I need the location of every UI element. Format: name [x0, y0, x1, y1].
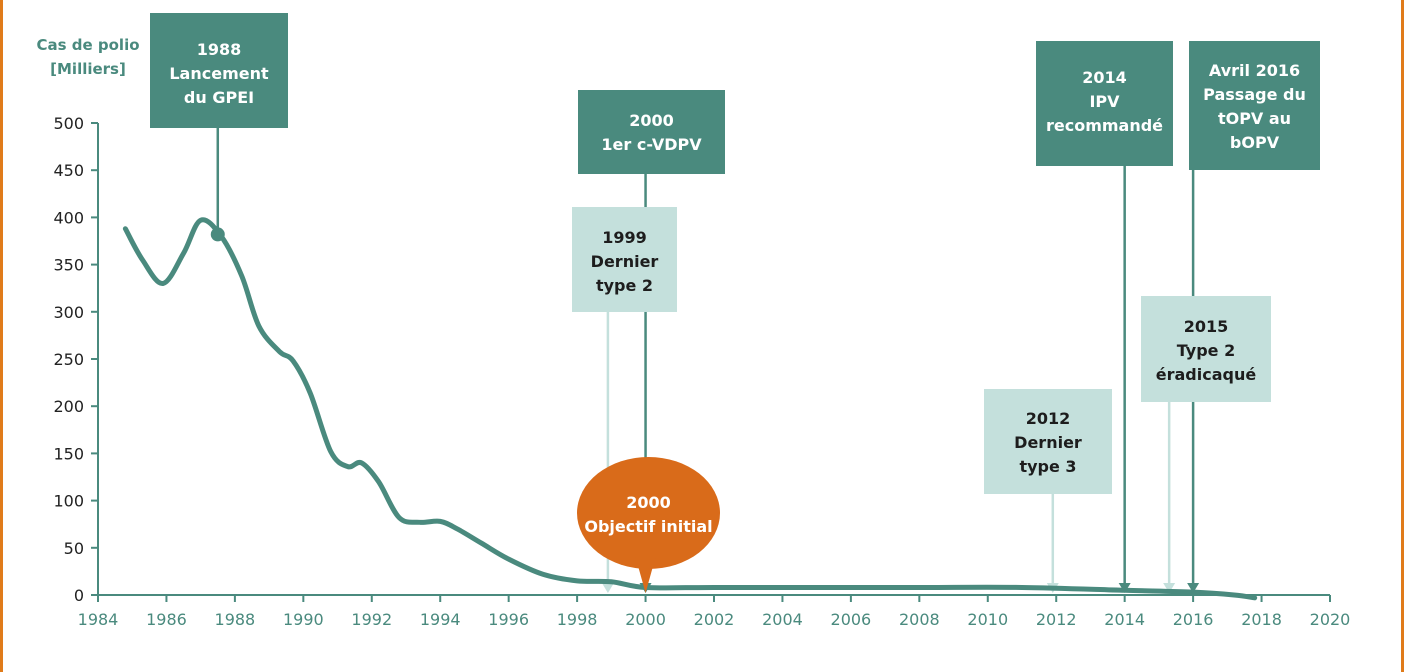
- annotation-rect: [150, 13, 288, 128]
- annotation-text-line: IPV: [1089, 92, 1120, 111]
- y-tick-label: 200: [53, 397, 84, 416]
- annotation-boxes: 1988 Lancement du GPEI 2000 1er c-VDPV 1999 De…: [150, 13, 1320, 593]
- annotation-text-line: éradicaqué: [1156, 365, 1257, 384]
- x-tick-label: 1986: [146, 610, 187, 629]
- x-tick-label: 2000: [625, 610, 666, 629]
- annotation-text-line: Dernier: [591, 252, 659, 271]
- annotation-box: 2000 1er c-VDPV: [578, 90, 725, 174]
- x-tick-label: 2010: [967, 610, 1008, 629]
- y-tick-label: 250: [53, 350, 84, 369]
- x-tick-label: 2016: [1173, 610, 1214, 629]
- axes: 0 50 100 150 200 250 300 350 400 450 500 1984 1986 19…: [53, 114, 1350, 629]
- annotation-pointer-arrow: [1163, 583, 1176, 593]
- annotation-box: Avril 2016 Passage du tOPV au bOPV: [1189, 41, 1320, 170]
- annotation-text-line: recommandé: [1046, 116, 1163, 135]
- annotation-text-line: Passage du: [1203, 85, 1306, 104]
- x-tick-label: 2012: [1036, 610, 1077, 629]
- y-tick-label: 400: [53, 208, 84, 227]
- x-tick-label: 2004: [762, 610, 803, 629]
- x-tick-label: 1996: [488, 610, 529, 629]
- y-axis-title-line1: Cas de polio: [36, 36, 139, 54]
- annotation-text-line: Avril 2016: [1209, 61, 1300, 80]
- annotation-text-line: type 3: [1019, 457, 1076, 476]
- annotation-rect: [578, 90, 725, 174]
- x-tick-label: 1984: [78, 610, 119, 629]
- annotation-pointer-arrow: [601, 583, 614, 593]
- annotation-text-line: 1er c-VDPV: [601, 135, 702, 154]
- x-tick-label: 1994: [420, 610, 461, 629]
- annotation-box: 1999 Dernier type 2: [572, 207, 677, 312]
- annotation-box: 1988 Lancement du GPEI: [150, 13, 288, 128]
- annotation-text-line: type 2: [596, 276, 653, 295]
- annotation-text-line: Objectif initial: [584, 517, 712, 536]
- x-tick-label: 1998: [557, 610, 598, 629]
- annotation-text-line: 2014: [1082, 68, 1127, 87]
- x-tick-label: 2006: [831, 610, 872, 629]
- annotation-text-line: du GPEI: [184, 88, 254, 107]
- annotation-text-line: 2012: [1026, 409, 1071, 428]
- annotation-rect: [1036, 41, 1173, 166]
- x-tick-label: 1992: [351, 610, 392, 629]
- y-tick-label: 500: [53, 114, 84, 133]
- y-tick-label: 50: [64, 539, 84, 558]
- annotation-rect: [572, 207, 677, 312]
- annotation-rect: [1141, 296, 1271, 402]
- x-tick-label: 2008: [899, 610, 940, 629]
- x-tick-label: 2018: [1241, 610, 1282, 629]
- annotation-box: 2015 Type 2 éradicaqué: [1141, 296, 1271, 402]
- annotation-ellipse: [577, 457, 720, 569]
- y-tick-label: 300: [53, 303, 84, 322]
- x-tick-label: 2002: [694, 610, 735, 629]
- y-axis-title-line2: [Milliers]: [50, 60, 126, 78]
- annotation-text-line: 2000: [626, 493, 671, 512]
- series-layer: [122, 217, 1258, 601]
- annotation-box: 2012 Dernier type 3: [984, 389, 1112, 494]
- annotation-pointer-arrow: [1187, 583, 1200, 593]
- launch-marker-point: [210, 227, 225, 242]
- annotation-text-line: Type 2: [1177, 341, 1235, 360]
- annotation-rect: [984, 389, 1112, 494]
- annotation-text-line: 1999: [602, 228, 647, 247]
- annotation-box: 2014 IPV recommandé: [1036, 41, 1173, 166]
- annotation-rect: [1189, 41, 1320, 170]
- annotation-text-line: Lancement: [169, 64, 269, 83]
- y-tick-label: 0: [74, 586, 84, 605]
- annotation-text-line: Dernier: [1014, 433, 1082, 452]
- y-tick-label: 100: [53, 492, 84, 511]
- y-tick-label: 350: [53, 256, 84, 275]
- annotation-box: 2000 Objectif initial: [577, 457, 720, 593]
- annotation-callout-tip: [635, 557, 656, 593]
- polio-cases-line: [122, 217, 1258, 601]
- y-tick-label: 450: [53, 161, 84, 180]
- x-tick-label: 2014: [1104, 610, 1145, 629]
- annotation-text-line: 2000: [629, 111, 674, 130]
- x-tick-label: 2020: [1310, 610, 1351, 629]
- annotation-text-line: bOPV: [1230, 133, 1280, 152]
- annotation-text-line: tOPV au: [1218, 109, 1291, 128]
- x-tick-label: 1988: [215, 610, 256, 629]
- y-tick-label: 150: [53, 444, 84, 463]
- annotation-text-line: 2015: [1184, 317, 1229, 336]
- x-tick-label: 1990: [283, 610, 324, 629]
- annotation-text-line: 1988: [197, 40, 242, 59]
